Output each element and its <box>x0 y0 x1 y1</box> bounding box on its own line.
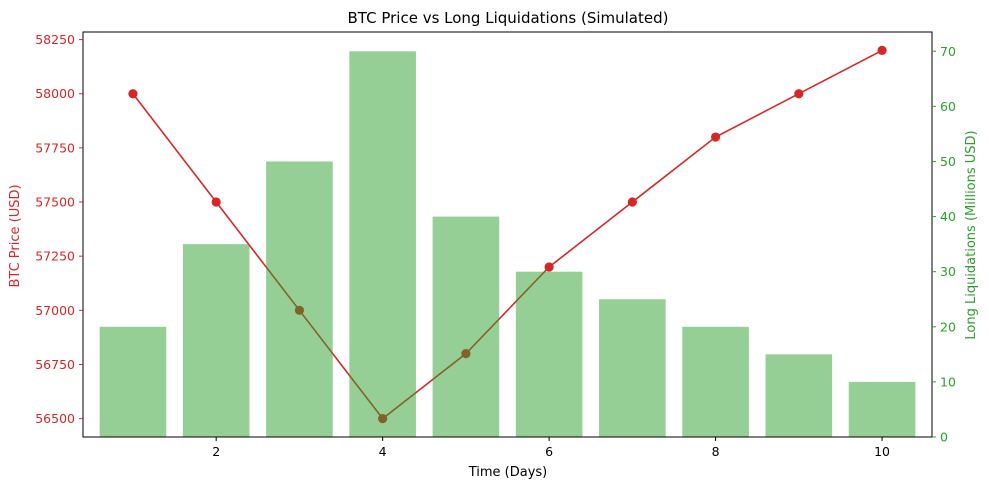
x-tick-label: 6 <box>545 444 553 459</box>
right-y-tick-label: 0 <box>940 430 948 445</box>
plot-frame <box>82 31 933 438</box>
left-y-tick-label: 57500 <box>35 195 75 210</box>
left-y-tick-label: 56750 <box>35 357 75 372</box>
x-tick-label: 10 <box>874 444 890 459</box>
right-y-tick-label: 40 <box>940 209 956 224</box>
right-y-tick-label: 20 <box>940 319 956 334</box>
x-axis-title: Time (Days) <box>468 465 548 480</box>
liquidation-bar <box>432 216 500 437</box>
left-y-tick-label: 58250 <box>35 32 75 47</box>
right-y-tick-label: 30 <box>940 264 956 279</box>
price-point <box>794 89 804 99</box>
right-y-tick-label: 70 <box>940 44 956 59</box>
chart-title: BTC Price vs Long Liquidations (Simulate… <box>348 9 669 27</box>
liquidation-bar <box>349 51 416 438</box>
price-point <box>627 197 637 207</box>
liquidation-bar <box>266 161 333 437</box>
liquidation-bar <box>99 326 167 437</box>
price-line <box>132 49 883 420</box>
left-y-tick-label: 58000 <box>35 86 75 101</box>
price-point <box>877 45 887 56</box>
x-tick-label: 2 <box>212 444 220 459</box>
left-y-tick-label: 56500 <box>35 411 75 426</box>
left-y-tick-label: 57000 <box>35 303 75 318</box>
price-point <box>128 89 138 99</box>
liquidation-bar <box>599 299 666 437</box>
right-y-tick-label: 10 <box>940 374 956 389</box>
left-y-tick-label: 57250 <box>35 249 75 264</box>
liquidation-bar <box>848 381 916 437</box>
price-point <box>544 262 554 272</box>
liquidation-bar <box>765 354 833 437</box>
right-y-tick-label: 50 <box>940 154 956 169</box>
liquidation-bar <box>682 326 749 437</box>
right-axis-title: Long Liquidations (Millions USD) <box>964 130 979 339</box>
right-y-tick-label: 60 <box>940 99 956 114</box>
left-y-tick-label: 57750 <box>35 140 75 155</box>
liquidation-bar <box>515 271 583 437</box>
price-point <box>211 197 221 207</box>
liquidation-bar <box>182 244 250 437</box>
price-point <box>710 132 721 142</box>
x-tick-label: 4 <box>379 444 387 459</box>
left-axis-title: BTC Price (USD) <box>8 184 23 287</box>
x-tick-label: 8 <box>712 444 720 459</box>
